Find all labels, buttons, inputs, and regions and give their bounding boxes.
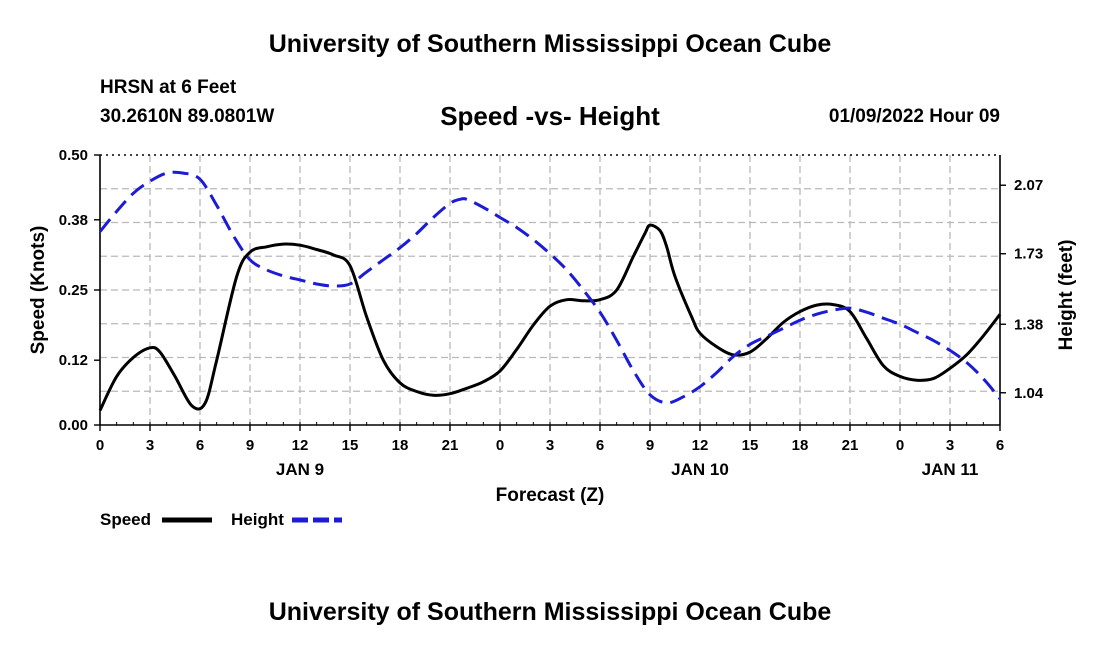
x-tick-label: 15: [342, 437, 359, 454]
x-tick-label: 0: [96, 437, 104, 454]
footer-title: University of Southern Mississippi Ocean…: [268, 598, 832, 626]
chart-title: University of Southern Mississippi Ocean…: [268, 30, 832, 58]
y-axis-label-right: Height (feet): [1056, 240, 1077, 351]
x-tick-label: 9: [646, 437, 654, 454]
x-tick-label: 18: [792, 437, 809, 454]
y-tick-label-right: 1.38: [1014, 316, 1043, 333]
station-coordinates: 30.2610N 89.0801W: [100, 106, 275, 127]
y-axis-label-left: Speed (Knots): [28, 226, 49, 355]
station-label: HRSN at 6 Feet: [100, 77, 237, 98]
x-tick-label: 21: [442, 437, 459, 454]
x-tick-label: 0: [896, 437, 904, 454]
x-tick-label: 21: [842, 437, 859, 454]
x-tick-label: 6: [996, 437, 1004, 454]
x-tick-label: 3: [146, 437, 154, 454]
x-tick-label: 12: [692, 437, 709, 454]
chart-subtitle: Speed -vs- Height: [440, 101, 660, 131]
legend-speed-label: Speed: [100, 510, 151, 529]
x-tick-label: 15: [742, 437, 759, 454]
x-tick-label: 9: [246, 437, 254, 454]
height-series-line: [98, 170, 1002, 405]
y-tick-label-left: 0.00: [59, 417, 88, 434]
x-tick-label: 6: [596, 437, 604, 454]
x-tick-label: 3: [546, 437, 554, 454]
y-tick-label-right: 2.07: [1014, 177, 1043, 194]
x-tick-label: 18: [392, 437, 409, 454]
date-label: JAN 10: [671, 460, 729, 479]
y-tick-label-left: 0.25: [59, 282, 88, 299]
y-tick-label-right: 1.73: [1014, 246, 1043, 263]
x-tick-label: 3: [946, 437, 954, 454]
y-tick-label-left: 0.50: [59, 147, 88, 164]
y-tick-label-left: 0.12: [59, 352, 88, 369]
legend-height-label: Height: [231, 510, 284, 529]
x-tick-label: 0: [496, 437, 504, 454]
speed-series-line: [98, 223, 1002, 412]
y-tick-label-right: 1.04: [1014, 385, 1044, 402]
date-label: JAN 11: [922, 460, 979, 479]
forecast-timestamp: 01/09/2022 Hour 09: [828, 106, 1000, 127]
x-tick-label: 6: [196, 437, 204, 454]
x-axis-label: Forecast (Z): [496, 485, 605, 506]
x-tick-label: 12: [292, 437, 309, 454]
date-label: JAN 9: [276, 460, 324, 479]
y-tick-label-left: 0.38: [59, 212, 88, 229]
